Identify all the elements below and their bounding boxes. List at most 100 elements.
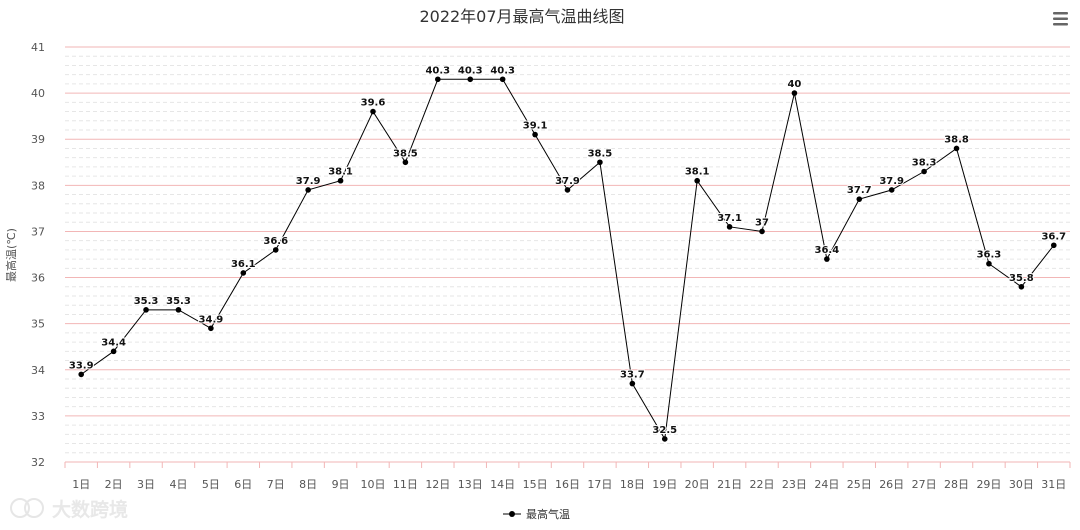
x-tick-label: 15日: [523, 478, 548, 491]
data-label: 33.7: [620, 370, 645, 381]
data-label: 36.4: [815, 245, 840, 256]
data-label: 37.1: [717, 213, 742, 224]
legend[interactable]: 最高气温: [503, 507, 570, 521]
grid: [65, 46, 1070, 463]
x-tick-label: 9日: [332, 478, 350, 491]
data-point[interactable]: [208, 325, 214, 332]
data-point[interactable]: [953, 145, 960, 152]
data-point[interactable]: [532, 131, 538, 138]
data-point[interactable]: [726, 224, 733, 230]
data-point[interactable]: [272, 247, 279, 253]
data-point[interactable]: [175, 307, 182, 313]
data-point[interactable]: [921, 168, 927, 175]
data-point[interactable]: [240, 270, 247, 276]
x-tick-label: 29日: [976, 478, 1001, 491]
x-tick-label: 5日: [202, 478, 220, 491]
data-point[interactable]: [597, 159, 603, 166]
data-label: 38.1: [685, 167, 710, 178]
data-label: 40: [787, 79, 801, 90]
data-label: 39.1: [523, 121, 548, 132]
data-label: 36.7: [1041, 231, 1066, 242]
data-label: 37.9: [296, 176, 321, 187]
data-label: 38.3: [912, 158, 937, 169]
x-tick-label: 18日: [620, 478, 645, 491]
x-tick-label: 6日: [234, 478, 252, 491]
y-tick-label: 38: [31, 179, 45, 192]
data-label: 38.8: [944, 134, 969, 145]
data-point[interactable]: [661, 436, 668, 442]
x-tick-label: 3日: [137, 478, 155, 491]
data-point[interactable]: [629, 380, 636, 387]
watermark-logo-icon: [10, 498, 30, 518]
y-tick-label: 33: [31, 410, 45, 423]
x-tick-label: 2日: [105, 478, 123, 491]
data-label: 38.5: [588, 148, 613, 159]
x-tick-label: 1日: [72, 478, 90, 491]
x-tick-label: 13日: [458, 478, 483, 491]
y-tick-label: 35: [31, 318, 45, 331]
x-tick-label: 23日: [782, 478, 807, 491]
x-tick-label: 25日: [847, 478, 872, 491]
x-tick-label: 30日: [1009, 478, 1034, 491]
y-axis-title: 最高温(℃): [4, 228, 18, 282]
data-point[interactable]: [1050, 242, 1057, 249]
y-axis: 32 33 34 35 36 37 38 39 40 41: [31, 41, 45, 469]
x-tick-label: 28日: [944, 478, 969, 491]
x-tick-label: 31日: [1041, 478, 1066, 491]
data-point[interactable]: [986, 260, 992, 267]
data-label: 35.3: [166, 296, 191, 307]
y-tick-label: 36: [31, 272, 45, 285]
series-line: [78, 76, 1057, 442]
data-point[interactable]: [856, 196, 863, 202]
x-tick-label: 12日: [425, 478, 450, 491]
data-label: 40.3: [425, 65, 450, 76]
x-tick-label: 17日: [587, 478, 612, 491]
data-point[interactable]: [370, 108, 376, 115]
data-label: 38.1: [328, 167, 353, 178]
legend-label: 最高气温: [526, 507, 570, 521]
data-point[interactable]: [110, 348, 117, 355]
data-point[interactable]: [143, 307, 149, 313]
y-tick-label: 39: [31, 133, 45, 146]
data-label: 37.7: [847, 185, 872, 196]
x-tick-label: 27日: [912, 478, 937, 491]
x-tick-label: 20日: [685, 478, 710, 491]
x-tick-label: 21日: [717, 478, 742, 491]
chart-title: 2022年07月最高气温曲线图: [419, 7, 624, 26]
data-label: 37.9: [879, 176, 904, 187]
x-tick-label: 16日: [555, 478, 580, 491]
data-point[interactable]: [305, 187, 311, 193]
data-label: 35.3: [134, 296, 159, 307]
data-labels: 33.9 34.4 35.3 35.3 34.9 36.1 36.6 37.9 38.1 39.6…: [68, 64, 1067, 437]
data-label: 38.5: [393, 148, 418, 159]
data-label: 36.6: [263, 236, 288, 247]
y-tick-label: 34: [31, 364, 45, 377]
x-tick-label: 26日: [879, 478, 904, 491]
x-tick-label: 14日: [490, 478, 515, 491]
data-label: 34.4: [101, 337, 126, 348]
data-point[interactable]: [694, 177, 700, 184]
data-label: 37.9: [555, 176, 580, 187]
x-tick-label: 24日: [814, 478, 839, 491]
data-point[interactable]: [791, 90, 798, 96]
data-point[interactable]: [435, 76, 441, 83]
data-label: 32.5: [652, 425, 677, 436]
menu-icon[interactable]: [1053, 12, 1068, 26]
data-point[interactable]: [402, 159, 409, 166]
data-point[interactable]: [564, 187, 571, 193]
data-point[interactable]: [888, 187, 895, 193]
data-point[interactable]: [467, 76, 474, 83]
data-point[interactable]: [78, 371, 85, 378]
x-tick-label: 7日: [267, 478, 285, 491]
x-tick-label: 19日: [652, 478, 677, 491]
data-point[interactable]: [1018, 283, 1025, 290]
x-tick-label: 8日: [299, 478, 317, 491]
data-label: 40.3: [490, 65, 515, 76]
data-point[interactable]: [824, 256, 830, 262]
watermark-logo-icon-2: [24, 498, 44, 518]
data-label: 40.3: [458, 65, 483, 76]
data-point[interactable]: [499, 76, 506, 83]
data-point[interactable]: [759, 228, 765, 235]
data-point[interactable]: [337, 177, 344, 184]
